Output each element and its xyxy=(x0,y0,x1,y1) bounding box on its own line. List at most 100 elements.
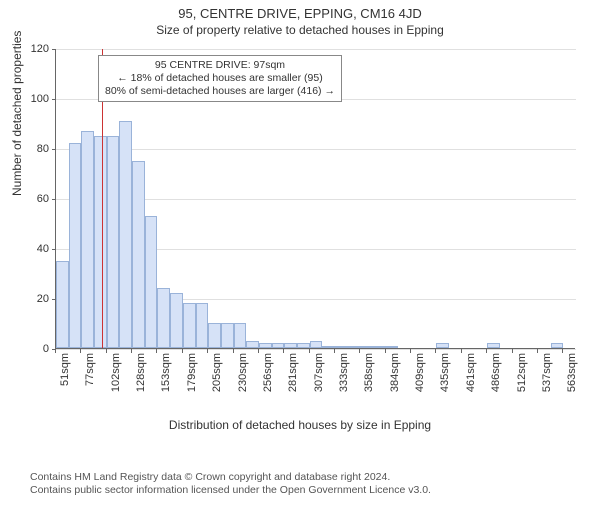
xtick-mark xyxy=(486,349,487,353)
ytick-mark xyxy=(52,99,56,100)
histogram-bar xyxy=(69,143,82,348)
histogram-bar xyxy=(310,341,323,349)
xtick-label: 384sqm xyxy=(389,353,401,393)
ytick-mark xyxy=(52,249,56,250)
xtick-mark xyxy=(410,349,411,353)
xtick-mark xyxy=(435,349,436,353)
ytick-label: 120 xyxy=(19,43,49,55)
histogram-bar xyxy=(145,216,158,349)
xtick-label: 102sqm xyxy=(110,353,122,393)
xtick-mark xyxy=(537,349,538,353)
xtick-mark xyxy=(562,349,563,353)
histogram-bar xyxy=(436,343,449,348)
footer-line-2: Contains public sector information licen… xyxy=(30,484,431,498)
xtick-mark xyxy=(385,349,386,353)
xtick-mark xyxy=(334,349,335,353)
histogram-bar xyxy=(246,341,259,349)
info-line-3: 80% of semi-detached houses are larger (… xyxy=(105,85,335,98)
histogram-bar xyxy=(157,288,170,348)
xtick-mark xyxy=(233,349,234,353)
histogram-bar xyxy=(551,343,564,348)
histogram-bar xyxy=(132,161,145,349)
histogram-bar xyxy=(284,343,297,348)
chart-title: 95, CENTRE DRIVE, EPPING, CM16 4JD xyxy=(0,6,600,21)
chart-container: 95, CENTRE DRIVE, EPPING, CM16 4JD Size … xyxy=(0,6,600,506)
xtick-mark xyxy=(359,349,360,353)
info-line-1: 95 CENTRE DRIVE: 97sqm xyxy=(105,59,335,72)
histogram-bar xyxy=(221,323,234,348)
xtick-label: 409sqm xyxy=(414,353,426,393)
histogram-bar xyxy=(56,261,69,349)
gridline xyxy=(56,349,576,350)
xtick-label: 179sqm xyxy=(186,353,198,393)
xtick-mark xyxy=(131,349,132,353)
plot-region: 95 CENTRE DRIVE: 97sqm ← 18% of detached… xyxy=(55,49,575,349)
ytick-label: 40 xyxy=(19,243,49,255)
gridline xyxy=(56,49,576,50)
chart-area: 95 CENTRE DRIVE: 97sqm ← 18% of detached… xyxy=(55,41,575,401)
histogram-bar xyxy=(234,323,247,348)
gridline xyxy=(56,149,576,150)
xtick-mark xyxy=(258,349,259,353)
xtick-label: 461sqm xyxy=(465,353,477,393)
xtick-label: 537sqm xyxy=(541,353,553,393)
xtick-label: 77sqm xyxy=(84,353,96,393)
histogram-bar xyxy=(322,346,335,349)
ytick-mark xyxy=(52,49,56,50)
histogram-bar xyxy=(170,293,183,348)
histogram-bar xyxy=(297,343,310,348)
histogram-bar xyxy=(373,346,386,349)
histogram-bar xyxy=(487,343,500,348)
xtick-label: 205sqm xyxy=(211,353,223,393)
xtick-mark xyxy=(106,349,107,353)
histogram-bar xyxy=(208,323,221,348)
ytick-label: 0 xyxy=(19,343,49,355)
xtick-mark xyxy=(461,349,462,353)
xtick-mark xyxy=(55,349,56,353)
ytick-label: 100 xyxy=(19,93,49,105)
ytick-mark xyxy=(52,149,56,150)
y-axis-label: Number of detached properties xyxy=(10,31,24,196)
xtick-label: 153sqm xyxy=(160,353,172,393)
ytick-label: 20 xyxy=(19,293,49,305)
histogram-bar xyxy=(183,303,196,348)
ytick-mark xyxy=(52,199,56,200)
histogram-bar xyxy=(196,303,209,348)
xtick-label: 256sqm xyxy=(262,353,274,393)
histogram-bar xyxy=(386,346,399,349)
histogram-bar xyxy=(119,121,132,349)
xtick-mark xyxy=(156,349,157,353)
xtick-label: 563sqm xyxy=(566,353,578,393)
xtick-label: 51sqm xyxy=(59,353,71,393)
histogram-bar xyxy=(259,343,272,348)
histogram-bar xyxy=(81,131,94,349)
xtick-label: 512sqm xyxy=(516,353,528,393)
info-box: 95 CENTRE DRIVE: 97sqm ← 18% of detached… xyxy=(98,55,342,102)
footer-attribution: Contains HM Land Registry data © Crown c… xyxy=(30,471,431,498)
xtick-label: 307sqm xyxy=(313,353,325,393)
ytick-label: 60 xyxy=(19,193,49,205)
xtick-mark xyxy=(80,349,81,353)
histogram-bar xyxy=(272,343,285,348)
xtick-label: 358sqm xyxy=(363,353,375,393)
histogram-bar xyxy=(107,136,120,349)
footer-line-1: Contains HM Land Registry data © Crown c… xyxy=(30,471,431,485)
xtick-label: 128sqm xyxy=(135,353,147,393)
xtick-label: 486sqm xyxy=(490,353,502,393)
histogram-bar xyxy=(348,346,361,349)
xtick-mark xyxy=(207,349,208,353)
ytick-label: 80 xyxy=(19,143,49,155)
xtick-mark xyxy=(512,349,513,353)
xtick-mark xyxy=(309,349,310,353)
x-axis-label: Distribution of detached houses by size … xyxy=(0,418,600,432)
xtick-mark xyxy=(182,349,183,353)
xtick-label: 281sqm xyxy=(287,353,299,393)
xtick-mark xyxy=(283,349,284,353)
chart-subtitle: Size of property relative to detached ho… xyxy=(0,23,600,37)
histogram-bar xyxy=(335,346,348,349)
xtick-label: 435sqm xyxy=(439,353,451,393)
info-line-2: ← 18% of detached houses are smaller (95… xyxy=(105,72,335,85)
histogram-bar xyxy=(360,346,373,349)
xtick-label: 230sqm xyxy=(237,353,249,393)
histogram-bar xyxy=(94,136,107,349)
